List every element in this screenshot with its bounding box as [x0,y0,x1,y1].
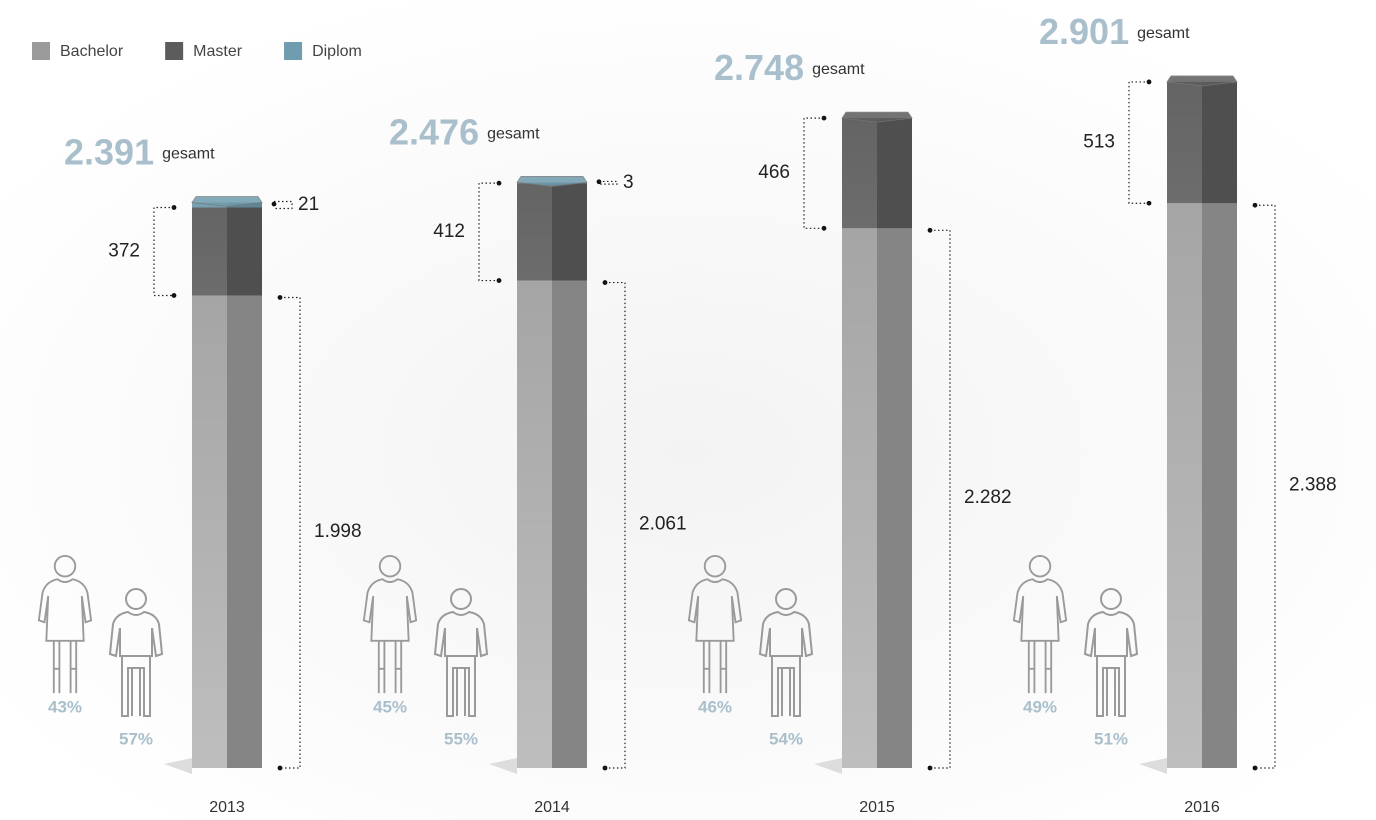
legend-swatch [284,42,303,60]
total-label: 2.748 gesamt [714,47,865,88]
value-label: 2.388 [1289,475,1337,496]
total-value: 2.391 [64,131,154,172]
bar-shadow [814,758,842,774]
bar-shade-left [842,118,877,768]
bracket-dot [1252,765,1258,771]
total-label: 2.391 gesamt [64,131,215,172]
bracket [478,182,499,282]
bracket [280,296,301,769]
legend-swatch [165,42,184,60]
bracket [803,117,824,229]
value-label: 1.998 [314,521,362,542]
value-label: 466 [758,162,790,183]
gender-label: 54% [769,729,803,748]
bracket [274,200,293,210]
value-label: 412 [433,221,465,242]
bar-shade-right [227,202,262,768]
bracket-dot [171,293,177,298]
total-label: 2.901 gesamt [1039,10,1190,51]
gender-label: 51% [1094,729,1128,748]
bar-shade-left [192,202,227,768]
total-label: 2.476 gesamt [389,111,540,152]
total-suffix: gesamt [162,146,215,163]
bar-shade-left [1167,81,1202,768]
value-label: 513 [1083,132,1115,153]
gender-label: 49% [1023,697,1057,716]
bar-shade-right [552,182,587,768]
bracket [930,229,951,769]
bar-top [516,176,588,187]
bracket-dot [277,765,283,771]
bar-top [1166,75,1238,87]
gender-label: 46% [698,697,732,716]
value-label: 2.282 [964,487,1012,508]
legend-label: Master [193,43,243,60]
value-label: 21 [298,194,319,215]
bar-top [841,111,913,123]
gender-label: 45% [373,697,407,716]
legend-swatch [32,42,50,60]
bar-shadow [1139,758,1167,774]
total-suffix: gesamt [812,61,865,78]
total-suffix: gesamt [487,126,540,143]
total-value: 2.901 [1039,10,1129,51]
bar-shade-right [877,118,912,768]
bracket [1128,81,1149,204]
gender-label: 43% [48,697,82,716]
value-label: 2.061 [639,513,687,534]
x-tick-label: 2014 [534,799,570,816]
bar-shadow [489,758,517,774]
total-value: 2.476 [389,111,479,152]
gender-label: 55% [444,729,478,748]
x-tick-label: 2016 [1184,799,1220,816]
gender-label: 57% [119,729,153,748]
value-label: 3 [623,172,634,193]
bracket [1255,204,1276,769]
bracket [599,180,618,185]
legend-label: Diplom [312,43,362,60]
bar-shade-left [517,182,552,768]
bar-shade-right [1202,81,1237,768]
total-value: 2.748 [714,47,804,88]
bracket-dot [821,225,827,231]
x-tick-label: 2015 [859,799,895,816]
bar-shadow [164,758,192,774]
total-suffix: gesamt [1137,25,1190,42]
x-tick-label: 2013 [209,799,245,816]
value-label: 372 [108,240,140,261]
legend-label: Bachelor [60,43,124,60]
bar-top [191,196,263,207]
bracket-dot [927,765,933,771]
bracket-dot [271,201,277,207]
